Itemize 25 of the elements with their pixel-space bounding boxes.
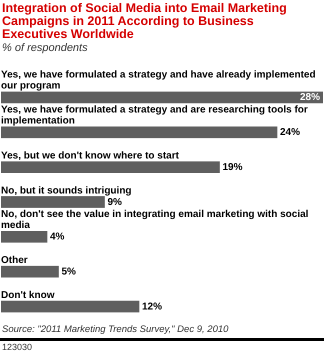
data-label: 28% <box>300 92 320 104</box>
bar <box>1 231 48 243</box>
text: 123030 <box>2 342 34 352</box>
y-tick-label: Yes, we have formulated a strategy and are researching tools for implementation <box>1 104 308 127</box>
data-label: 12% <box>142 301 162 312</box>
y-tick-label: Other <box>1 254 28 266</box>
data-label: 4% <box>50 232 65 243</box>
chart-title: Integration of Social Media into Email Marketing Campaigns in 2011 According to Business Executives Worldwide <box>2 1 288 41</box>
y-tick-label: Yes, we have formulated a strategy and have already implemented our program <box>1 70 316 92</box>
chart-subtitle: % of respondents <box>2 42 89 54</box>
bar <box>1 266 59 278</box>
bar <box>1 126 278 138</box>
data-label: 5% <box>62 266 76 278</box>
data-label: 9% <box>108 196 122 208</box>
bar <box>1 92 323 104</box>
y-tick-label: Yes, but we don't know where to start <box>1 150 180 162</box>
data-label: 19% <box>222 162 243 173</box>
y-tick-label: No, but it sounds intriguing <box>1 185 132 196</box>
y-tick-label: No, don't see the value in integrating email marketing with social media <box>1 209 309 232</box>
data-label: 24% <box>280 127 300 138</box>
source-note: Source: "2011 Marketing Trends Survey," Dec 9, 2010 <box>2 324 230 335</box>
bar <box>1 300 140 312</box>
bar <box>1 196 105 208</box>
bar <box>1 161 220 173</box>
y-tick-label: Don't know <box>1 290 55 301</box>
